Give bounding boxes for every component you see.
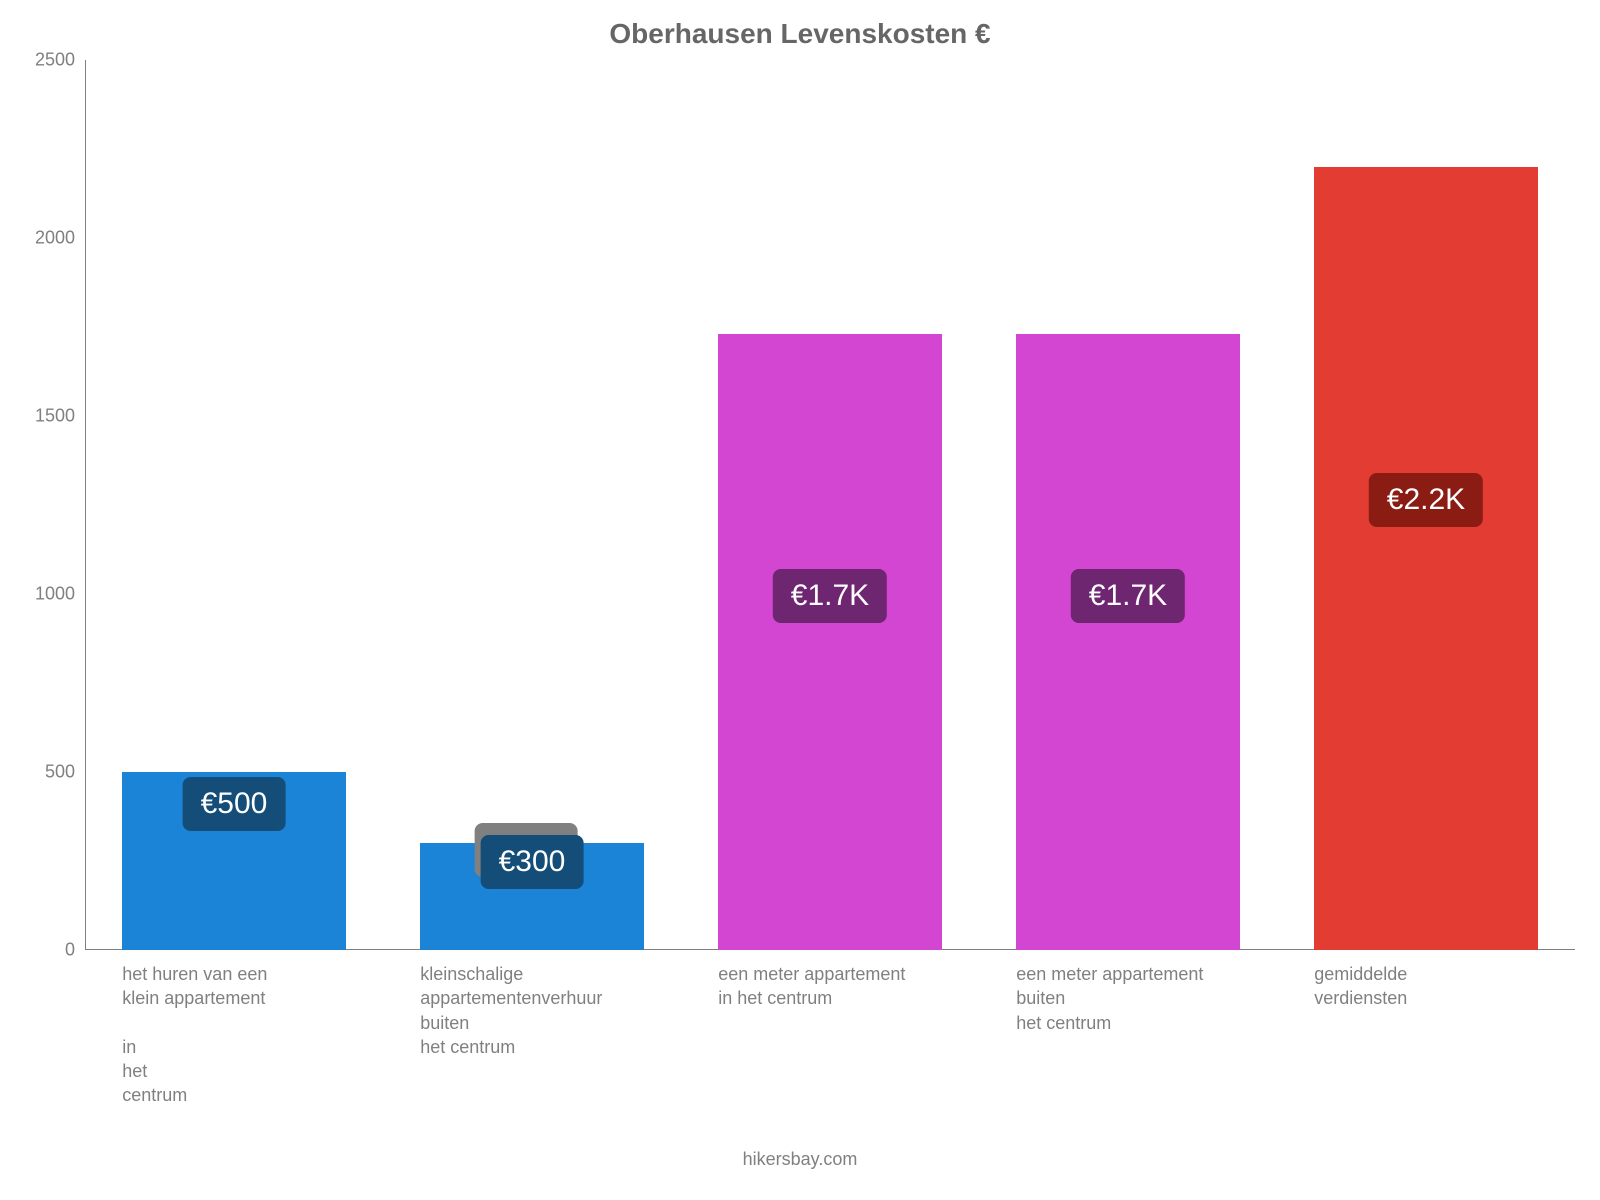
y-tick-label: 1000 bbox=[15, 584, 75, 605]
bar-value-label: €1.7K bbox=[773, 569, 887, 623]
x-tick-label: gemiddelde verdiensten bbox=[1314, 962, 1578, 1011]
x-tick-label: een meter appartement buiten het centrum bbox=[1016, 962, 1280, 1035]
chart-title: Oberhausen Levenskosten € bbox=[0, 18, 1600, 50]
y-tick-label: 2000 bbox=[15, 228, 75, 249]
bar-value-label: €300 bbox=[481, 835, 584, 889]
y-tick-label: 2500 bbox=[15, 50, 75, 71]
bar bbox=[718, 334, 942, 950]
y-axis-line bbox=[85, 60, 86, 950]
y-tick-label: 500 bbox=[15, 762, 75, 783]
y-tick-label: 1500 bbox=[15, 406, 75, 427]
x-tick-label: kleinschalige appartementenverhuur buite… bbox=[420, 962, 684, 1059]
y-tick-label: 0 bbox=[15, 940, 75, 961]
plot-area: 05001000150020002500€500het huren van ee… bbox=[85, 60, 1575, 950]
bar-value-label: €500 bbox=[183, 777, 286, 831]
x-tick-label: het huren van een klein appartement in h… bbox=[122, 962, 386, 1108]
bar-value-label: €1.7K bbox=[1071, 569, 1185, 623]
bar-value-label: €2.2K bbox=[1369, 473, 1483, 527]
bar bbox=[1016, 334, 1240, 950]
bar bbox=[1314, 167, 1538, 950]
chart-container: Oberhausen Levenskosten € 05001000150020… bbox=[0, 0, 1600, 1200]
chart-footer: hikersbay.com bbox=[0, 1149, 1600, 1170]
x-tick-label: een meter appartement in het centrum bbox=[718, 962, 982, 1011]
